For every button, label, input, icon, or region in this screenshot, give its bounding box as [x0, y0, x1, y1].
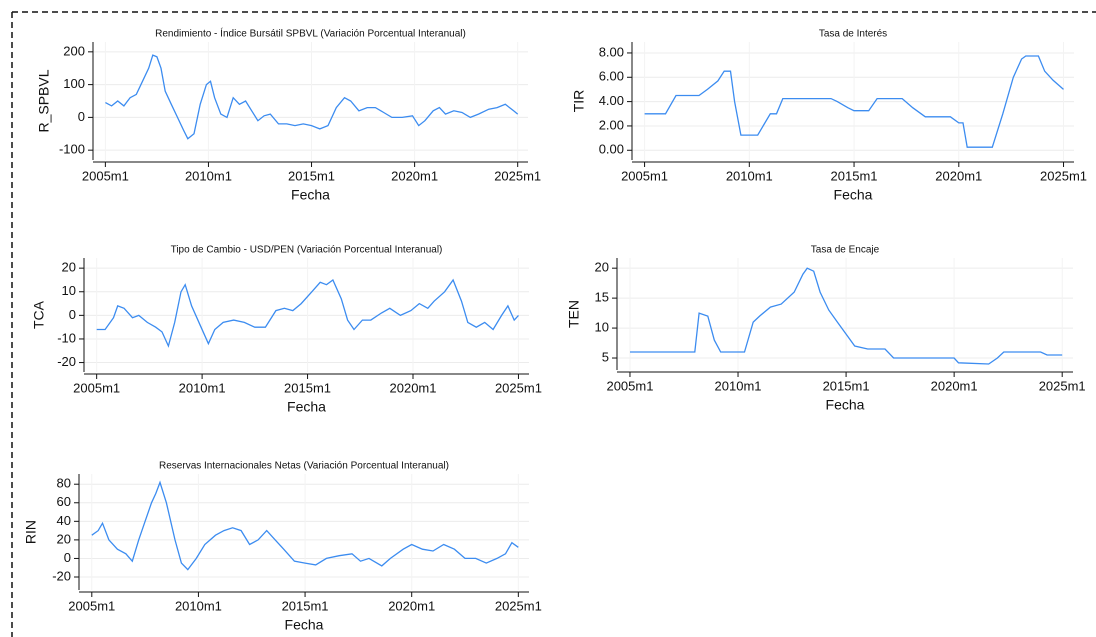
y-tick-label: 0	[78, 109, 85, 124]
y-tick-label: 2.00	[599, 117, 624, 132]
y-tick-label: 15	[595, 290, 609, 305]
y-tick-label: 60	[57, 494, 71, 509]
x-tick-label: 2005m1	[82, 168, 129, 183]
y-tick-label: 40	[57, 513, 71, 528]
chart-title: Rendimiento - Índice Bursátil SPBVL (Var…	[155, 27, 466, 40]
x-tick-label: 2010m1	[726, 168, 773, 183]
x-tick-label: 2005m1	[73, 380, 120, 395]
y-axis-label: R_SPBVL	[36, 69, 52, 132]
x-tick-label: 2020m1	[388, 598, 435, 613]
x-tick-label: 2020m1	[935, 168, 982, 183]
x-tick-label: 2020m1	[931, 378, 978, 393]
x-tick-label: 2010m1	[185, 168, 232, 183]
data-line	[644, 55, 1064, 148]
x-tick-label: 2025m1	[495, 380, 542, 395]
y-tick-label: 0	[69, 307, 76, 322]
x-tick-label: 2020m1	[390, 380, 437, 395]
x-tick-label: 2025m1	[494, 168, 541, 183]
x-axis-label: Fecha	[826, 397, 865, 413]
y-tick-label: 100	[63, 76, 85, 91]
y-tick-label: -10	[57, 330, 76, 345]
y-tick-label: 5	[602, 349, 609, 364]
y-tick-label: 0	[64, 550, 71, 565]
y-axis-label: RIN	[23, 520, 39, 544]
y-tick-label: -100	[59, 142, 85, 157]
x-tick-label: 2005m1	[68, 598, 115, 613]
y-axis-label: TIR	[571, 90, 587, 113]
x-tick-label: 2010m1	[179, 380, 226, 395]
y-tick-label: 20	[57, 531, 71, 546]
x-tick-label: 2020m1	[391, 168, 438, 183]
x-axis-label: Fecha	[287, 399, 326, 415]
x-tick-label: 2015m1	[288, 168, 335, 183]
data-line	[91, 480, 519, 571]
x-tick-label: 2025m1	[495, 598, 542, 613]
x-tick-label: 2005m1	[621, 168, 668, 183]
chart-title: Reservas Internacionales Netas (Variació…	[159, 461, 449, 472]
y-axis-label: TEN	[566, 300, 582, 328]
frame	[11, 11, 1096, 637]
y-tick-label: 200	[63, 43, 85, 58]
x-axis-label: Fecha	[285, 617, 324, 633]
data-line	[105, 54, 519, 140]
data-line	[630, 267, 1063, 365]
data-line	[96, 278, 519, 348]
x-tick-label: 2010m1	[715, 378, 762, 393]
x-tick-label: 2015m1	[831, 168, 878, 183]
x-tick-label: 2025m1	[1040, 168, 1087, 183]
y-tick-label: 6.00	[599, 69, 624, 84]
y-tick-label: 20	[595, 260, 609, 275]
chart-title: Tasa de Interés	[819, 29, 887, 40]
y-tick-label: 10	[62, 283, 76, 298]
y-tick-label: 0.00	[599, 142, 624, 157]
y-axis-label: TCA	[31, 300, 47, 329]
x-tick-label: 2005m1	[606, 378, 653, 393]
x-tick-label: 2015m1	[282, 598, 329, 613]
y-tick-label: 20	[62, 260, 76, 275]
x-axis-label: Fecha	[291, 187, 330, 203]
y-tick-label: 10	[595, 320, 609, 335]
y-tick-label: 8.00	[599, 44, 624, 59]
y-tick-label: 4.00	[599, 93, 624, 108]
y-tick-label: -20	[52, 568, 71, 583]
x-tick-label: 2025m1	[1039, 378, 1086, 393]
x-tick-label: 2010m1	[175, 598, 222, 613]
chart-title: Tasa de Encaje	[811, 245, 880, 256]
x-tick-label: 2015m1	[823, 378, 870, 393]
x-tick-label: 2015m1	[284, 380, 331, 395]
x-axis-label: Fecha	[834, 187, 873, 203]
y-tick-label: 80	[57, 476, 71, 491]
y-tick-label: -20	[57, 354, 76, 369]
chart-title: Tipo de Cambio - USD/PEN (Variación Porc…	[171, 245, 443, 256]
